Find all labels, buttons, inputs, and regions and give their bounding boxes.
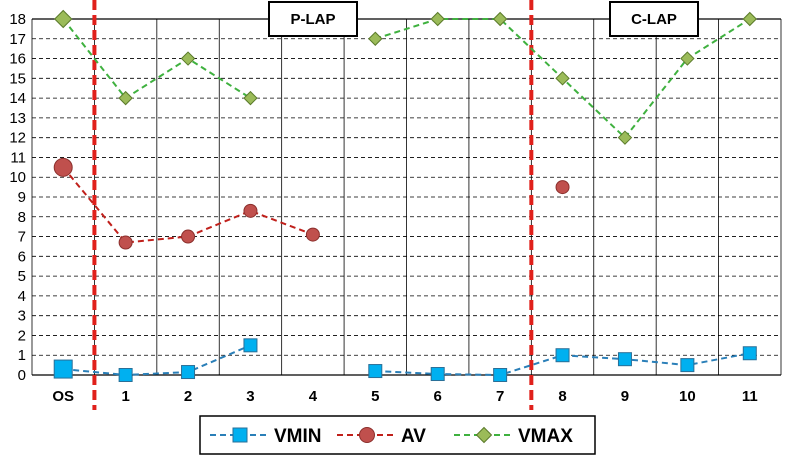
data-point bbox=[680, 358, 695, 373]
data-point bbox=[53, 359, 73, 379]
x-tick-label: 9 bbox=[621, 388, 629, 405]
data-point bbox=[181, 365, 196, 380]
data-point bbox=[118, 368, 133, 382]
legend-item: VMAX bbox=[454, 426, 573, 447]
y-tick-label: 1 bbox=[18, 347, 26, 364]
data-point bbox=[243, 90, 258, 106]
y-tick-label: 9 bbox=[18, 189, 26, 206]
series-vmax bbox=[54, 9, 757, 145]
data-point bbox=[492, 11, 508, 27]
section-label-box bbox=[609, 1, 699, 37]
data-point bbox=[617, 130, 633, 145]
data-point bbox=[555, 180, 570, 195]
y-tick-label: 11 bbox=[10, 149, 26, 166]
series-vmin bbox=[53, 338, 757, 382]
data-point bbox=[742, 346, 757, 361]
y-tick-label: 8 bbox=[18, 209, 26, 226]
data-point bbox=[243, 338, 258, 353]
x-tick-label: 1 bbox=[121, 388, 129, 405]
data-point bbox=[555, 348, 570, 363]
y-tick-label: 15 bbox=[9, 70, 26, 87]
x-tick-label: OS bbox=[52, 388, 74, 405]
y-tick-label: 4 bbox=[18, 288, 26, 305]
series bbox=[53, 9, 757, 382]
data-point bbox=[305, 227, 320, 242]
data-point bbox=[118, 235, 133, 250]
legend-label: AV bbox=[401, 426, 426, 447]
x-tick-label: 10 bbox=[679, 388, 696, 405]
data-point bbox=[368, 31, 383, 46]
data-point bbox=[180, 51, 196, 66]
data-point bbox=[53, 157, 73, 177]
x-tick-label: 2 bbox=[184, 388, 192, 405]
x-tick-label: 7 bbox=[496, 388, 504, 405]
section-dividers bbox=[92, 0, 534, 410]
data-point bbox=[118, 90, 133, 106]
legend: VMIN AV VMAX bbox=[199, 415, 596, 455]
data-point bbox=[493, 368, 508, 382]
section-label: C-LAP bbox=[631, 11, 677, 28]
series-av bbox=[53, 157, 570, 250]
legend-label: VMIN bbox=[274, 426, 322, 447]
y-tick-label: 17 bbox=[9, 31, 26, 48]
data-point bbox=[617, 352, 632, 367]
x-tick-label: 3 bbox=[246, 388, 254, 405]
y-tick-label: 18 bbox=[9, 11, 26, 28]
x-tick-label: 11 bbox=[742, 388, 758, 405]
data-point bbox=[430, 367, 445, 382]
data-point bbox=[359, 427, 375, 443]
data-point bbox=[181, 229, 196, 244]
y-tick-label: 5 bbox=[18, 268, 26, 285]
y-tick-label: 7 bbox=[18, 229, 26, 246]
data-point bbox=[243, 203, 258, 218]
y-tick-label: 12 bbox=[9, 130, 26, 147]
data-point bbox=[555, 71, 570, 86]
legend-item: AV bbox=[337, 426, 426, 447]
data-point bbox=[475, 426, 493, 444]
x-tick-label: 6 bbox=[434, 388, 442, 405]
y-tick-label: 10 bbox=[9, 169, 26, 186]
y-tick-label: 16 bbox=[9, 51, 26, 68]
data-point bbox=[742, 11, 757, 27]
x-tick-label: 4 bbox=[309, 388, 318, 405]
y-tick-label: 6 bbox=[18, 248, 26, 265]
y-tick-label: 14 bbox=[9, 90, 26, 107]
x-tick-label: 5 bbox=[371, 388, 379, 405]
y-tick-label: 0 bbox=[18, 367, 26, 384]
section-label-box bbox=[268, 1, 358, 37]
y-tick-label: 3 bbox=[18, 308, 26, 325]
section-label: P-LAP bbox=[291, 11, 336, 28]
grid bbox=[31, 18, 782, 376]
x-tick-label: 8 bbox=[558, 388, 566, 405]
data-point bbox=[54, 9, 73, 29]
data-point bbox=[232, 427, 248, 443]
y-tick-label: 2 bbox=[18, 327, 26, 344]
legend-item: VMIN bbox=[210, 426, 322, 447]
y-tick-label: 13 bbox=[9, 110, 26, 127]
section-labels: P-LAP C-LAP bbox=[268, 1, 699, 37]
legend-label: VMAX bbox=[518, 426, 573, 447]
x-axis: OS 1 2 3 4 5 6 7 8 9 10 11 bbox=[52, 388, 757, 405]
data-point bbox=[430, 11, 445, 27]
data-point bbox=[680, 51, 695, 66]
data-point bbox=[368, 364, 383, 379]
